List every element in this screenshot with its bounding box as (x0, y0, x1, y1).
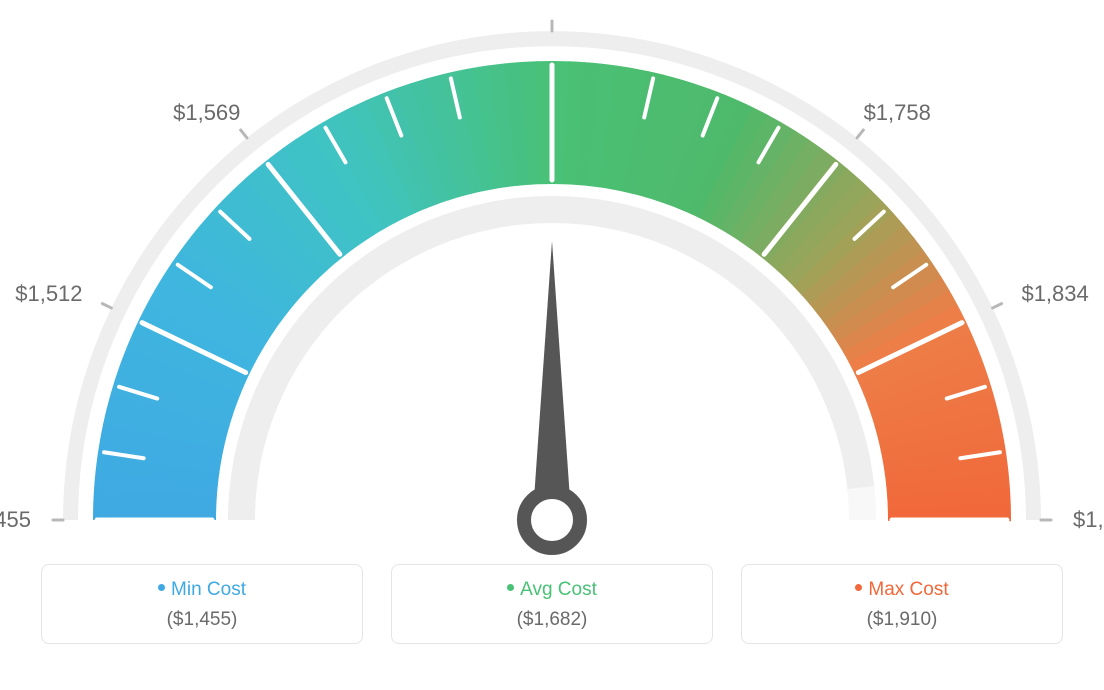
legend-title-text: Max Cost (868, 579, 948, 600)
legend-card-avg: Avg Cost ($1,682) (391, 564, 713, 644)
gauge-chart: $1,455$1,512$1,569$1,682$1,758$1,834$1,9… (0, 0, 1104, 560)
legend-card-max: Max Cost ($1,910) (741, 564, 1063, 644)
legend-title-text: Avg Cost (520, 579, 597, 600)
legend-value-avg: ($1,682) (402, 609, 702, 631)
gauge-tick-label: $1,512 (15, 281, 82, 307)
legend-title-max: Max Cost (752, 579, 1052, 601)
legend-title-min: Min Cost (52, 579, 352, 601)
legend-value-max: ($1,910) (752, 609, 1052, 631)
legend-title-avg: Avg Cost (402, 579, 702, 601)
gauge-svg (0, 0, 1104, 560)
dot-icon (507, 584, 514, 591)
dot-icon (855, 584, 862, 591)
legend-card-min: Min Cost ($1,455) (41, 564, 363, 644)
cost-gauge-widget: $1,455$1,512$1,569$1,682$1,758$1,834$1,9… (0, 0, 1104, 690)
gauge-tick-label: $1,910 (1073, 507, 1104, 533)
legend-value-min: ($1,455) (52, 609, 352, 631)
legend-row: Min Cost ($1,455) Avg Cost ($1,682) Max … (0, 564, 1104, 644)
gauge-tick-label: $1,834 (1021, 281, 1088, 307)
gauge-tick-label: $1,758 (864, 100, 931, 126)
legend-title-text: Min Cost (171, 579, 246, 600)
gauge-tick-label: $1,569 (173, 100, 240, 126)
dot-icon (158, 584, 165, 591)
gauge-tick-label: $1,455 (0, 507, 31, 533)
